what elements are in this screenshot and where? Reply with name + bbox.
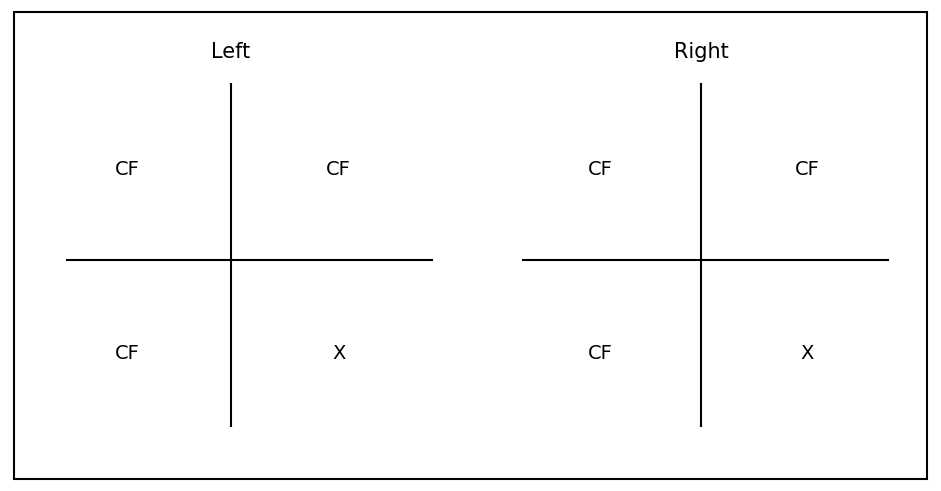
- Text: CF: CF: [115, 344, 139, 363]
- Text: Right: Right: [674, 42, 728, 61]
- Text: Left: Left: [211, 42, 250, 61]
- Text: CF: CF: [588, 344, 613, 363]
- Text: CF: CF: [795, 160, 820, 179]
- Text: CF: CF: [588, 160, 613, 179]
- Text: X: X: [332, 344, 345, 363]
- Text: CF: CF: [327, 160, 351, 179]
- Text: X: X: [801, 344, 814, 363]
- Text: CF: CF: [115, 160, 139, 179]
